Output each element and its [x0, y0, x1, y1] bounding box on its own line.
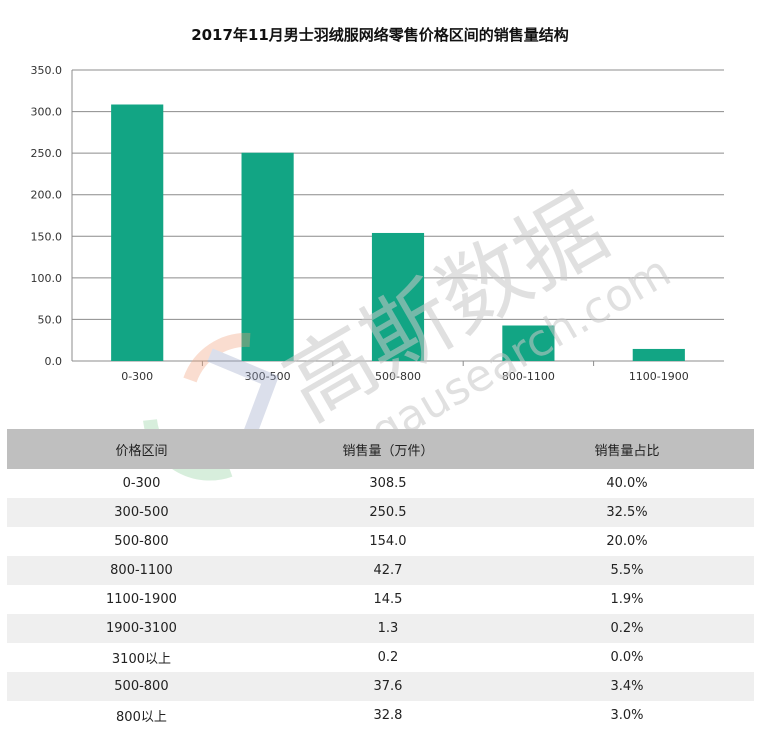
table-cell: 40.0% — [606, 476, 648, 491]
table-cell: 32.5% — [500, 498, 754, 527]
bar-300-500 — [241, 152, 294, 361]
table-cell: 14.5 — [373, 592, 403, 607]
table-cell: 42.7 — [275, 556, 500, 585]
x-tick-label: 500-800 — [375, 370, 421, 383]
table-cell: 3.4% — [500, 672, 754, 701]
table-cell: 3100以上 — [111, 652, 171, 667]
y-tick-label: 250.0 — [31, 147, 63, 160]
table-row: 300-500 250.5 32.5% — [7, 498, 754, 527]
y-tick-label: 0.0 — [45, 355, 63, 368]
table-cell: 800以上 — [116, 710, 167, 725]
table-cell: 0.0% — [610, 650, 644, 665]
table-header-row: 价格区间 销售量（万件） 销售量占比 — [7, 429, 754, 469]
bar-chart: 0.0 50.0 100.0 150.0 200.0 250.0 300.0 350.0 0-3… — [31, 64, 724, 383]
table-cell: 500-800 — [114, 534, 169, 549]
table-cell: 37.6 — [275, 672, 500, 701]
data-table: 价格区间 销售量（万件） 销售量占比 0-300 308.5 40.0% 300-5… — [7, 429, 754, 730]
bar-500-800 — [371, 232, 425, 361]
table-header-sales-volume: 销售量（万件） — [275, 429, 500, 469]
table-cell: 1.3 — [275, 614, 500, 643]
x-tick-label: 1100-1900 — [629, 370, 689, 383]
table-row: 800以上 32.8 3.0% — [7, 701, 754, 730]
table-cell: 800-1100 — [7, 556, 276, 585]
chart-title: 2017年11月男士羽绒服网络零售价格区间的销售量结构 — [191, 26, 569, 44]
table-row: 500-800 37.6 3.4% — [7, 672, 754, 701]
table-row: 1100-1900 14.5 1.9% — [7, 585, 754, 614]
table-cell: 20.0% — [606, 534, 648, 549]
y-tick-label: 100.0 — [31, 272, 63, 285]
table-row: 3100以上 0.2 0.0% — [7, 643, 754, 672]
table-cell: 32.8 — [373, 708, 403, 723]
y-tick-label: 50.0 — [38, 313, 63, 326]
table-cell: 300-500 — [7, 498, 276, 527]
table-cell: 5.5% — [500, 556, 754, 585]
table-cell: 1100-1900 — [106, 592, 177, 607]
table-cell: 3.0% — [610, 708, 644, 723]
x-tick-label: 300-500 — [245, 370, 291, 383]
table-row: 800-1100 42.7 5.5% — [7, 556, 754, 585]
y-tick-label: 150.0 — [31, 230, 63, 243]
y-tick-label: 300.0 — [31, 106, 63, 119]
table-cell: 154.0 — [369, 534, 407, 549]
table-cell: 0.2 — [377, 650, 399, 665]
table-row: 1900-3100 1.3 0.2% — [7, 614, 754, 643]
bar-1100-1900 — [632, 348, 685, 361]
bars — [111, 104, 685, 362]
table-cell: 0-300 — [122, 476, 161, 491]
bar-800-1100 — [502, 325, 555, 361]
table-cell: 1900-3100 — [7, 614, 276, 643]
table-cell: 308.5 — [369, 476, 407, 491]
y-tick-label: 350.0 — [31, 64, 63, 77]
table-header-sales-share: 销售量占比 — [500, 429, 754, 469]
table-cell: 250.5 — [275, 498, 500, 527]
y-tick-label: 200.0 — [31, 189, 63, 202]
table-cell: 0.2% — [500, 614, 754, 643]
table-row: 500-800 154.0 20.0% — [7, 527, 754, 556]
x-tick-label: 800-1100 — [502, 370, 555, 383]
table-row: 0-300 308.5 40.0% — [7, 469, 754, 498]
table-cell: 500-800 — [7, 672, 276, 701]
x-tick-label: 0-300 — [121, 370, 153, 383]
table-cell: 1.9% — [610, 592, 644, 607]
table-header-price-range: 价格区间 — [7, 429, 276, 469]
bar-0-300 — [111, 104, 164, 362]
tick-labels: 0.0 50.0 100.0 150.0 200.0 250.0 300.0 350.0 0-3… — [31, 64, 689, 383]
